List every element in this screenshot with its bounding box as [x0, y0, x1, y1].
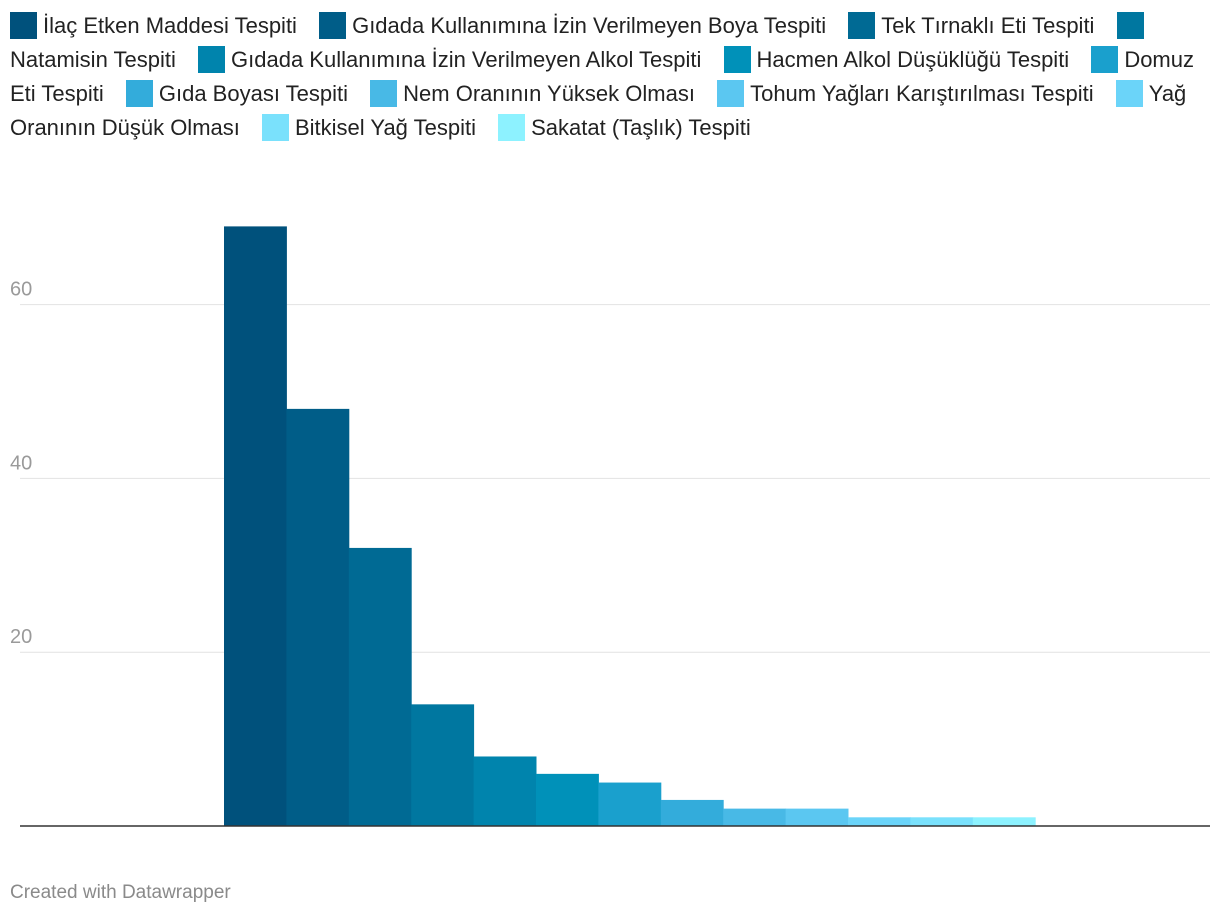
legend-label: Yağ Oranının Düşük Olması	[10, 81, 1187, 140]
bar	[224, 226, 287, 826]
legend-label: Nem Oranının Yüksek Olması	[403, 81, 695, 106]
credit-text: Created with Datawrapper	[10, 882, 231, 903]
legend-swatch	[370, 80, 398, 107]
gridlines: 20 40 60	[10, 279, 1210, 653]
legend-swatch	[10, 12, 37, 39]
legend-item: Tek Tırnaklı Eti Tespiti	[848, 12, 1095, 39]
bar	[348, 547, 412, 826]
bar	[785, 808, 849, 826]
legend-swatch	[717, 80, 745, 107]
legend-item: Nem Oranının Yüksek Olması	[370, 80, 695, 107]
legend-label: Hacmen Alkol Düşüklüğü Tespiti	[756, 47, 1070, 72]
legend-label: Natamisin Tespiti	[10, 47, 176, 72]
bar	[660, 799, 724, 826]
legend-swatch	[319, 12, 347, 39]
legend-item: Yağ Oranının Düşük Olması	[10, 80, 1187, 140]
legend-swatch	[1115, 80, 1143, 107]
legend-swatch	[125, 80, 153, 107]
legend-swatch	[262, 114, 289, 141]
legend-label: Bitkisel Yağ Tespiti	[295, 115, 476, 140]
bar	[723, 808, 787, 826]
legend-swatch	[498, 114, 526, 141]
legend-label: Sakatat (Taşlık) Tespiti	[531, 115, 751, 140]
legend-label: Gıdada Kullanımına İzin Verilmeyen Boya …	[352, 13, 827, 38]
bars	[224, 226, 1036, 826]
legend-label: İlaç Etken Maddesi Tespiti	[43, 13, 297, 38]
legend-item: Gıda Boyası Tespiti	[125, 80, 349, 107]
y-tick-label: 20	[10, 626, 32, 648]
bar	[473, 756, 537, 826]
legend-label: Gıdada Kullanımına İzin Verilmeyen Alkol…	[231, 47, 702, 72]
bar	[411, 704, 475, 826]
legend-label: Tek Tırnaklı Eti Tespiti	[881, 13, 1095, 38]
legend-item: Hacmen Alkol Düşüklüğü Tespiti	[723, 46, 1070, 73]
bar	[536, 773, 599, 826]
bar	[910, 817, 974, 826]
legend-swatch	[848, 12, 876, 39]
bar	[286, 408, 350, 826]
y-tick-label: 60	[10, 279, 32, 301]
legend-swatch	[1091, 46, 1119, 73]
y-tick-label: 40	[10, 452, 32, 474]
legend-item: Gıdada Kullanımına İzin Verilmeyen Alkol…	[198, 46, 702, 73]
legend-swatch	[198, 46, 226, 73]
legend-swatch	[1116, 12, 1144, 39]
legend-swatch	[723, 46, 751, 73]
legend-item: Bitkisel Yağ Tespiti	[262, 114, 476, 141]
legend-item: Natamisin Tespiti	[10, 12, 1150, 72]
legend-item: Gıdada Kullanımına İzin Verilmeyen Boya …	[319, 12, 827, 39]
legend-item: Tohum Yağları Karıştırılması Tespiti	[717, 80, 1094, 107]
bar	[598, 782, 662, 826]
legend-label: Gıda Boyası Tespiti	[158, 81, 349, 106]
chart-legend: İlaç Etken Maddesi Tespiti Gıdada Kullan…	[10, 9, 1215, 145]
bar	[848, 817, 911, 826]
legend-label: Tohum Yağları Karıştırılması Tespiti	[750, 81, 1094, 106]
legend-item: İlaç Etken Maddesi Tespiti	[10, 12, 297, 39]
bar	[972, 817, 1036, 826]
legend-item: Domuz Eti Tespiti	[10, 46, 1194, 106]
legend-label: Domuz Eti Tespiti	[10, 47, 1194, 106]
legend-item: Sakatat (Taşlık) Tespiti	[498, 114, 751, 141]
